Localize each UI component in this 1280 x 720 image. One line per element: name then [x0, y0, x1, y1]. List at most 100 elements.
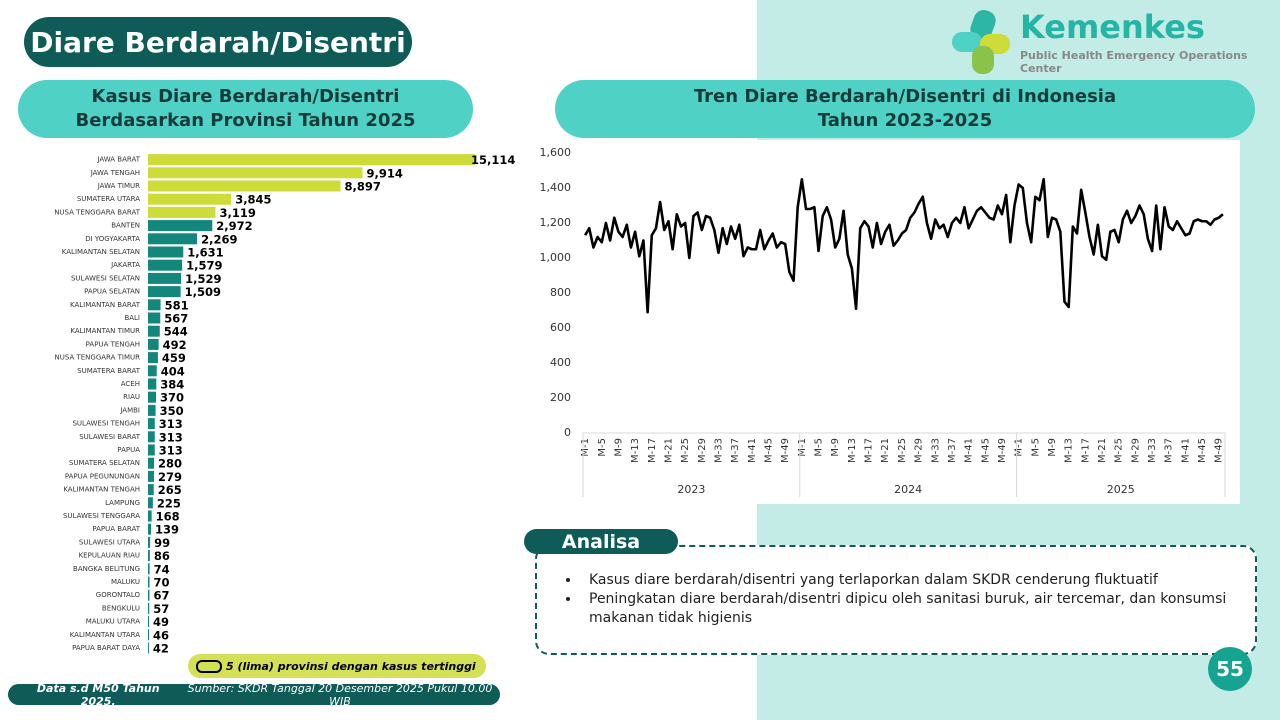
logo-icon: [952, 9, 1010, 74]
x-tick-label: M-41: [1180, 438, 1191, 463]
x-tick-label: M-21: [663, 438, 674, 463]
title-line: Kasus Diare Berdarah/Disentri: [91, 86, 400, 107]
x-tick-label: M-45: [764, 438, 775, 463]
category-label: PAPUA BARAT: [92, 525, 140, 533]
bar: [148, 391, 157, 403]
bar: [148, 167, 363, 179]
x-tick-label: M-29: [1130, 438, 1141, 463]
value-label: 265: [158, 483, 182, 497]
x-tick-label: M-13: [630, 438, 641, 463]
bar: [148, 286, 181, 298]
title-line: Tren Diare Berdarah/Disentri di Indonesi…: [693, 86, 1117, 107]
x-tick-label: M-25: [1114, 438, 1125, 463]
value-label: 225: [157, 496, 181, 510]
value-label: 9,914: [366, 166, 402, 180]
x-tick-label: M-49: [780, 438, 791, 463]
category-label: PAPUA BARAT DAYA: [72, 644, 140, 652]
y-tick-label: 200: [550, 391, 571, 404]
category-label: SUMATERA UTARA: [77, 195, 140, 203]
value-label: 1,529: [185, 272, 221, 286]
footer-source: Sumber: SKDR Tanggal 20 Desember 2025 Pu…: [187, 681, 493, 708]
logo-subtitle: Public Health Emergency Operations Cente…: [1020, 49, 1248, 75]
value-label: 492: [163, 338, 187, 352]
category-label: JAKARTA: [110, 261, 140, 269]
x-tick-label: M-9: [1047, 438, 1058, 457]
bar: [148, 457, 155, 469]
category-label: SULAWESI TENGAH: [72, 420, 140, 428]
bar: [148, 259, 183, 271]
category-label: BALI: [124, 314, 140, 322]
value-label: 404: [161, 364, 185, 378]
category-label: JAWA TIMUR: [97, 182, 140, 190]
value-label: 139: [155, 523, 179, 537]
category-label: NUSA TENGGARA TIMUR: [55, 354, 141, 362]
category-label: PAPUA: [117, 446, 140, 454]
category-label: KALIMANTAN TIMUR: [70, 327, 140, 335]
bar: [148, 470, 155, 482]
x-tick-label: M-33: [713, 438, 724, 463]
y-tick-label: 1,000: [540, 251, 572, 264]
x-tick-label: M-1: [1014, 438, 1025, 457]
legend-icon: [196, 659, 222, 673]
bar: [148, 220, 213, 232]
y-tick-label: 1,600: [540, 146, 572, 159]
value-label: 8,897: [344, 180, 380, 194]
legend-text: 5 (lima) provinsi dengan kasus tertinggi: [226, 659, 476, 673]
category-label: LAMPUNG: [105, 499, 140, 507]
category-label: KEPULAUAN RIAU: [79, 552, 140, 560]
bar: [148, 629, 149, 641]
bar: [148, 444, 155, 456]
analysis-item: Peningkatan diare berdarah/disentri dipi…: [581, 590, 1255, 628]
category-label: SULAWESI UTARA: [79, 538, 140, 546]
bar: [148, 550, 150, 562]
x-tick-label: M-49: [1214, 438, 1225, 463]
value-label: 2,269: [201, 232, 237, 246]
category-label: KALIMANTAN BARAT: [70, 301, 141, 309]
value-label: 168: [156, 510, 180, 524]
bar: [148, 378, 157, 390]
value-label: 15,114: [471, 153, 515, 167]
value-label: 1,579: [186, 259, 222, 273]
footer: Data s.d M50 Tahun 2025. Sumber: SKDR Ta…: [8, 681, 500, 708]
x-tick-label: M-25: [897, 438, 908, 463]
bar-chart-title: Kasus Diare Berdarah/Disentri Berdasarka…: [18, 80, 473, 138]
x-tick-label: M-21: [1097, 438, 1108, 463]
bar: [148, 338, 159, 350]
trend-line: [583, 177, 1224, 314]
x-tick-label: M-33: [1147, 438, 1158, 463]
y-tick-label: 400: [550, 356, 571, 369]
x-tick-label: M-37: [947, 438, 958, 463]
value-label: 459: [162, 351, 186, 365]
line-chart-title: Tren Diare Berdarah/Disentri di Indonesi…: [555, 80, 1255, 138]
x-tick-label: M-33: [930, 438, 941, 463]
value-label: 350: [160, 404, 184, 418]
bar: [148, 418, 155, 430]
category-label: SULAWESI TENGGARA: [63, 512, 140, 520]
legend-note: 5 (lima) provinsi dengan kasus tertinggi: [188, 654, 486, 678]
y-tick-label: 1,400: [540, 181, 572, 194]
category-label: BENGKULU: [102, 604, 140, 612]
x-tick-label: M-5: [597, 438, 608, 457]
x-tick-label: M-5: [814, 438, 825, 457]
bar: [148, 589, 150, 601]
x-tick-label: M-25: [680, 438, 691, 463]
y-tick-label: 0: [564, 426, 571, 439]
x-tick-label: M-5: [1030, 438, 1041, 457]
bar: [148, 193, 232, 205]
bar: [148, 272, 182, 284]
y-tick-label: 600: [550, 321, 571, 334]
analysis-title: Analisa: [524, 529, 678, 554]
bar: [148, 563, 150, 575]
bar: [148, 299, 161, 311]
x-tick-label: M-41: [964, 438, 975, 463]
value-label: 544: [164, 325, 188, 339]
analysis-box: Kasus diare berdarah/disentri yang terla…: [535, 545, 1257, 655]
bar: [148, 497, 153, 509]
category-label: SULAWESI BARAT: [79, 433, 141, 441]
value-label: 99: [154, 536, 170, 550]
x-tick-label: M-45: [1197, 438, 1208, 463]
bar: [148, 576, 150, 588]
value-label: 581: [165, 298, 189, 312]
bar: [148, 312, 161, 324]
bar: [148, 233, 198, 245]
